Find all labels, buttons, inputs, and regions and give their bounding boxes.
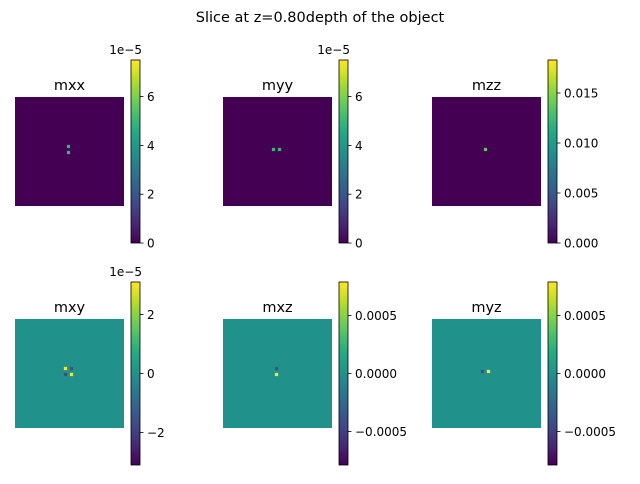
colorbar-tick-label: 2 [355, 188, 363, 202]
colorbar-tick-label: 4 [355, 139, 363, 153]
heatmap-spot [64, 367, 67, 370]
subplot-mzz: mzz 0.000 0.005 0.010 0.015 [432, 60, 598, 251]
colorbar-tick-label: 4 [147, 139, 155, 153]
subplot-title: mzz [472, 78, 501, 94]
subplot-title: mxx [54, 78, 86, 94]
colorbar-tick-label: 0.015 [564, 87, 598, 101]
colorbar-offset-text: 1e−5 [109, 43, 142, 57]
subplot-mxy: mxy −2 0 2 1e−5 [15, 265, 165, 465]
heatmap-spot [484, 148, 487, 151]
colorbar-tick-label: 0.000 [564, 237, 598, 251]
heatmap-spot [67, 145, 70, 148]
heatmap-spot [70, 373, 73, 376]
heatmap-image [15, 319, 124, 428]
subplot-myz: myz −0.0005 0.0000 0.0005 [432, 282, 616, 465]
colorbar [131, 282, 140, 465]
subplot-mxz: mxz −0.0005 0.0000 0.0005 [223, 282, 407, 465]
colorbar-tick-label: 2 [147, 308, 155, 322]
subplot-title: mxy [54, 300, 86, 316]
colorbar-tick-label: 0 [147, 237, 155, 251]
colorbar-tick-label: 0.0000 [564, 367, 606, 381]
colorbar-tick-label: 2 [147, 188, 155, 202]
subplot-title: myz [471, 300, 501, 316]
colorbar [339, 60, 348, 243]
heatmap-spot [272, 148, 275, 151]
colorbar-tick-label: 0.0005 [564, 309, 606, 323]
heatmap-spot [275, 373, 278, 376]
colorbar-tick-label: 0.0005 [355, 309, 397, 323]
colorbar-tick-label: −0.0005 [355, 425, 407, 439]
colorbar [339, 282, 348, 465]
heatmap-spot [278, 148, 281, 151]
colorbar-tick-label: 6 [355, 90, 363, 104]
heatmap-spot [487, 370, 490, 373]
colorbar-tick-label: −2 [147, 426, 165, 440]
colorbar-tick-label: 0 [355, 237, 363, 251]
subplot-mxx: mxx 0 2 4 6 1e−5 [15, 43, 155, 251]
heatmap-image [432, 97, 541, 206]
subplot-title: myy [262, 78, 294, 94]
heatmap-image [432, 319, 541, 428]
colorbar [548, 282, 557, 465]
heatmap-spot [67, 151, 70, 154]
subplot-title: mxz [262, 300, 292, 316]
colorbar-tick-label: 0.010 [564, 137, 598, 151]
figure-title: Slice at z=0.80depth of the object [196, 10, 445, 26]
colorbar-tick-label: 6 [147, 90, 155, 104]
colorbar [548, 60, 557, 243]
subplot-myy: myy 0 2 4 6 1e−5 [223, 43, 363, 251]
colorbar-offset-text: 1e−5 [317, 43, 350, 57]
heatmap-spot [275, 367, 278, 370]
colorbar-tick-label: 0.0000 [355, 367, 397, 381]
colorbar-tick-label: 0 [147, 367, 155, 381]
heatmap-image [223, 97, 332, 206]
colorbar-offset-text: 1e−5 [109, 265, 142, 279]
colorbar [131, 60, 140, 243]
colorbar-tick-label: −0.0005 [564, 425, 616, 439]
heatmap-spot [481, 370, 484, 373]
heatmap-spot [64, 373, 67, 376]
colorbar-tick-label: 0.005 [564, 187, 598, 201]
heatmap-spot [70, 367, 73, 370]
